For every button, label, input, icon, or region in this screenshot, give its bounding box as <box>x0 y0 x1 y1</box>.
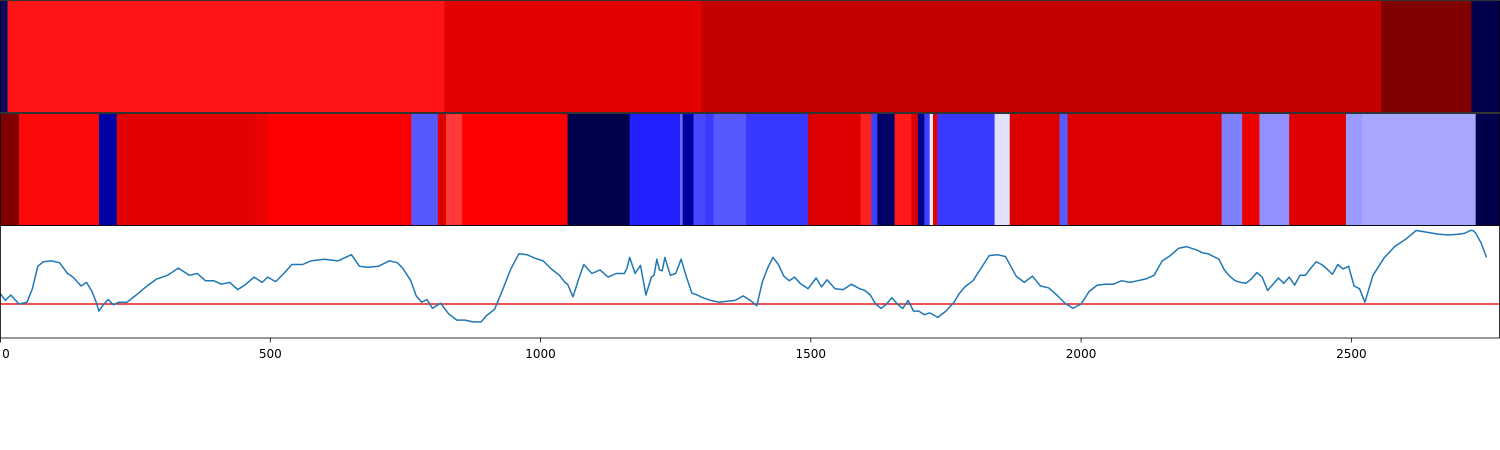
segment-top-cell-5 <box>1471 1 1500 112</box>
segment-middle-cell-35 <box>1259 114 1290 225</box>
segment-middle-cell-19 <box>860 114 872 225</box>
segment-panel-top <box>0 1 1500 112</box>
segment-top-cell-4 <box>1381 1 1472 112</box>
segment-middle-cell-34 <box>1242 114 1260 225</box>
segment-middle-cell-30 <box>1009 114 1060 225</box>
segment-middle-cell-10 <box>567 114 631 225</box>
line-panel-background <box>0 226 1500 338</box>
segment-middle-cell-0 <box>0 114 20 225</box>
segment-middle-cell-36 <box>1289 114 1347 225</box>
segment-top-cell-1 <box>7 1 445 112</box>
segment-middle-cell-14 <box>693 114 706 225</box>
segment-top-cell-2 <box>444 1 703 112</box>
segment-middle-cell-28 <box>937 114 995 225</box>
segment-middle-cell-11 <box>629 114 681 225</box>
segment-middle-cell-12 <box>680 114 684 225</box>
segment-top-cell-3 <box>701 1 1382 112</box>
segment-panel-middle <box>0 114 1500 225</box>
x-axis: 0 500 1000 1500 2000 2500 <box>0 338 1367 361</box>
segment-middle-cell-24 <box>917 114 925 225</box>
segment-middle-cell-15 <box>705 114 714 225</box>
x-tick-label-500: 500 <box>259 347 282 361</box>
segment-middle-cell-39 <box>1475 114 1500 225</box>
segment-middle-cell-3 <box>116 114 256 225</box>
segment-middle-cell-29 <box>994 114 1011 225</box>
segment-middle-cell-38 <box>1362 114 1477 225</box>
segment-middle-cell-16 <box>713 114 747 225</box>
x-tick-label-0: 0 <box>2 347 10 361</box>
segment-middle-cell-32 <box>1067 114 1223 225</box>
segment-middle-cell-5 <box>267 114 412 225</box>
segment-middle-cell-13 <box>682 114 694 225</box>
x-tick-label-1500: 1500 <box>796 347 827 361</box>
segment-middle-cell-33 <box>1221 114 1243 225</box>
segment-middle-cell-9 <box>462 114 568 225</box>
segment-middle-cell-2 <box>98 114 118 225</box>
segment-middle-cell-7 <box>437 114 447 225</box>
segment-middle-cell-17 <box>745 114 809 225</box>
segment-middle-cell-25 <box>924 114 931 225</box>
segment-middle-cell-23 <box>911 114 919 225</box>
x-tick-label-1000: 1000 <box>525 347 556 361</box>
line-panel <box>0 226 1500 338</box>
segment-middle-cell-26 <box>929 114 934 225</box>
segment-middle-cell-6 <box>411 114 439 225</box>
x-tick-label-2500: 2500 <box>1336 347 1367 361</box>
segment-middle-cell-37 <box>1345 114 1363 225</box>
series-line <box>0 229 1488 323</box>
segment-middle-cell-1 <box>18 114 100 225</box>
segment-middle-cell-4 <box>255 114 268 225</box>
segment-top-cell-0 <box>0 1 8 112</box>
segment-middle-cell-20 <box>871 114 878 225</box>
segment-middle-cell-18 <box>808 114 861 225</box>
segment-middle-cell-31 <box>1059 114 1068 225</box>
x-tick-label-2000: 2000 <box>1066 347 1097 361</box>
segment-middle-cell-22 <box>894 114 912 225</box>
segment-middle-cell-21 <box>877 114 895 225</box>
segment-middle-cell-27 <box>932 114 938 225</box>
segment-middle-cell-8 <box>445 114 463 225</box>
